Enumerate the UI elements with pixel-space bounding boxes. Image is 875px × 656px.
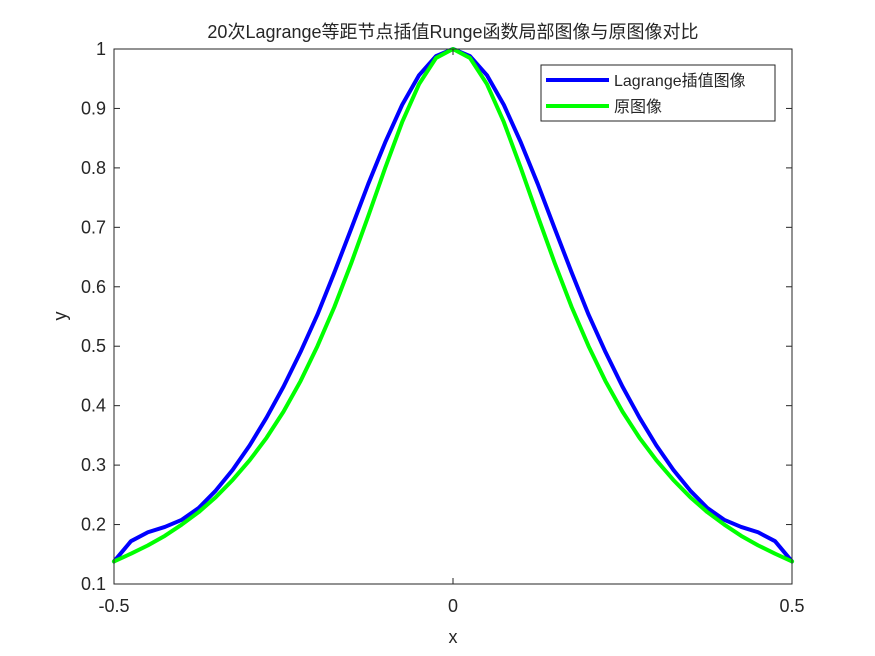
y-tick-label: 0.5: [81, 336, 106, 356]
y-axis-label: y: [50, 312, 70, 321]
x-tick-label: -0.5: [98, 596, 129, 616]
y-tick-label: 0.8: [81, 158, 106, 178]
legend-label-original: 原图像: [614, 98, 662, 116]
y-tick-label: 0.6: [81, 277, 106, 297]
y-tick-label: 0.9: [81, 98, 106, 118]
y-tick-label: 0.1: [81, 574, 106, 594]
x-tick-label: 0.5: [779, 596, 804, 616]
y-tick-label: 0.4: [81, 396, 106, 416]
legend-box: [540, 64, 776, 122]
y-tick-label: 1: [96, 39, 106, 59]
tick-layer: -0.5 0 0.5 0.1 0.2 0.3 0.4 0.5 0.6 0.7 0.8 0.9 1: [81, 39, 805, 616]
y-tick-label: 0.2: [81, 515, 106, 535]
legend-label-lagrange: Lagrange插值图像: [614, 72, 746, 90]
x-tick-label: 0: [448, 596, 458, 616]
y-tick-label: 0.7: [81, 217, 106, 237]
plot-area: [114, 49, 792, 584]
x-axis-label: x: [449, 627, 458, 647]
legend: Lagrange插值图像 原图像: [540, 64, 776, 122]
y-tick-label: 0.3: [81, 455, 106, 475]
chart-title: 20次Lagrange等距节点插值Runge函数局部图像与原图像对比: [207, 22, 698, 42]
